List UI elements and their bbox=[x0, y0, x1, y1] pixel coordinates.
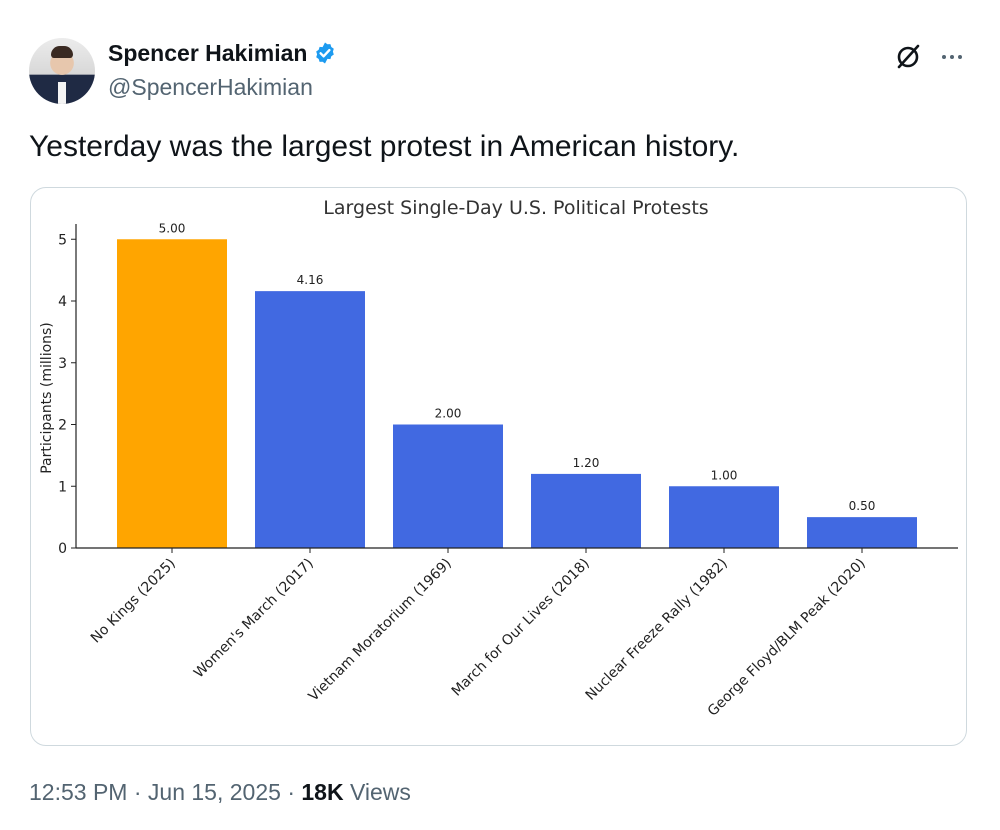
separator: · bbox=[133, 779, 142, 805]
y-axis-label: Participants (millions) bbox=[39, 322, 55, 474]
y-tick-label: 5 bbox=[58, 232, 67, 248]
y-tick-label: 3 bbox=[58, 356, 67, 372]
bar-0 bbox=[117, 239, 227, 548]
y-tick-label: 2 bbox=[58, 418, 67, 434]
y-tick-label: 0 bbox=[58, 541, 67, 557]
tweet-text: Yesterday was the largest protest in Ame… bbox=[29, 130, 740, 163]
data-label-5: 0.50 bbox=[849, 499, 876, 513]
data-label-4: 1.00 bbox=[711, 468, 738, 482]
display-name-text[interactable]: Spencer Hakimian bbox=[108, 40, 308, 66]
y-tick-label: 1 bbox=[58, 479, 67, 495]
tweet-media-chart[interactable]: Largest Single-Day U.S. Political Protes… bbox=[30, 187, 967, 746]
author-name[interactable]: Spencer Hakimian bbox=[108, 38, 337, 68]
data-label-1: 4.16 bbox=[297, 273, 324, 287]
bar-4 bbox=[669, 486, 779, 548]
x-tick-label-2: Vietnam Moratorium (1969) bbox=[306, 556, 455, 705]
x-tick-label-0: No Kings (2025) bbox=[88, 556, 179, 647]
data-label-3: 1.20 bbox=[573, 456, 600, 470]
bar-2 bbox=[393, 424, 503, 548]
avatar-shirt bbox=[58, 82, 66, 104]
bar-1 bbox=[255, 291, 365, 548]
tweet-date[interactable]: Jun 15, 2025 bbox=[147, 779, 281, 805]
x-tick-label-3: March for Our Lives (2018) bbox=[449, 556, 593, 700]
views-label[interactable]: Views bbox=[349, 779, 411, 805]
grok-icon[interactable] bbox=[893, 42, 923, 72]
data-label-0: 5.00 bbox=[159, 221, 186, 235]
avatar[interactable] bbox=[29, 38, 95, 104]
x-tick-label-5: George Floyd/BLM Peak (2020) bbox=[705, 556, 869, 720]
x-tick-label-4: Nuclear Freeze Rally (1982) bbox=[583, 556, 731, 704]
author-handle[interactable]: @SpencerHakimian bbox=[108, 74, 313, 100]
x-tick-label-1: Women's March (2017) bbox=[191, 556, 317, 682]
y-tick-label: 4 bbox=[58, 294, 67, 310]
views-count[interactable]: 18K bbox=[301, 779, 344, 805]
data-label-2: 2.00 bbox=[435, 407, 462, 421]
bar-chart: Largest Single-Day U.S. Political Protes… bbox=[39, 197, 958, 720]
tweet-footer: 12:53 PM · Jun 15, 2025 · 18K Views bbox=[29, 777, 411, 807]
chart-title: Largest Single-Day U.S. Political Protes… bbox=[323, 197, 708, 219]
separator: · bbox=[287, 779, 295, 805]
more-icon[interactable] bbox=[937, 42, 967, 72]
tweet-time[interactable]: 12:53 PM bbox=[29, 779, 128, 805]
bar-5 bbox=[807, 517, 917, 548]
avatar-hair bbox=[51, 46, 73, 58]
bar-3 bbox=[531, 473, 641, 548]
verified-badge-icon[interactable] bbox=[313, 41, 337, 65]
